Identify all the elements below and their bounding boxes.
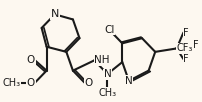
Text: N: N <box>125 76 133 86</box>
Text: CH₃: CH₃ <box>98 88 117 98</box>
Text: O: O <box>27 78 35 88</box>
Text: CF₃: CF₃ <box>177 43 193 53</box>
Text: O: O <box>27 55 35 65</box>
Text: N: N <box>104 69 111 79</box>
Text: NH: NH <box>94 55 110 65</box>
Text: O: O <box>84 78 93 88</box>
Text: CH₃: CH₃ <box>2 78 20 88</box>
Text: N: N <box>51 9 59 19</box>
Text: F: F <box>183 28 189 38</box>
Text: F: F <box>193 40 199 50</box>
Text: Cl: Cl <box>104 25 114 35</box>
Text: F: F <box>183 54 189 64</box>
